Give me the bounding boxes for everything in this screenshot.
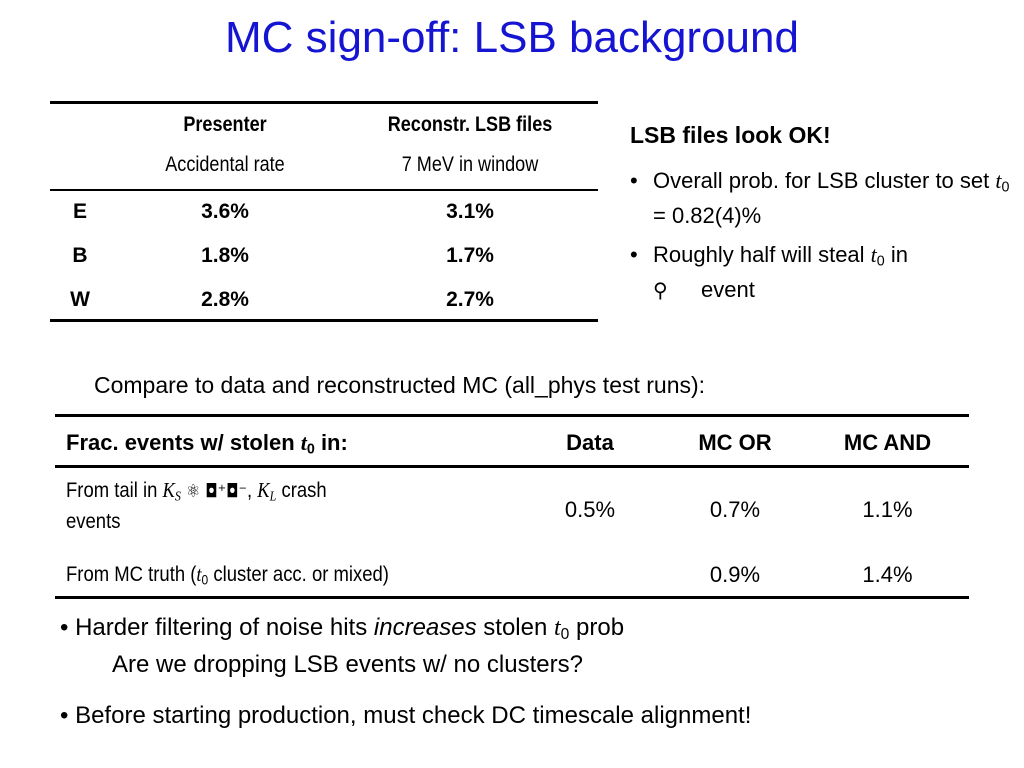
table1-row-label: E	[72, 200, 87, 223]
table1-row-reconstr: 1.7%	[446, 244, 494, 267]
right-panel-bullet-2: • Roughly half will steal t0 in ⚲ event	[630, 242, 908, 302]
phi-symbol-icon: ⚲	[653, 277, 668, 302]
table2-row1-data: 0.5%	[564, 497, 616, 522]
table2-col-mcor: MC OR	[698, 430, 772, 455]
bottom-bullet-1-line2: Are we dropping LSB events w/ no cluster…	[112, 651, 583, 678]
table2-header-rule	[55, 465, 969, 468]
bullet-dot: •	[60, 614, 76, 641]
table2-col-mcand: MC AND	[843, 430, 932, 455]
table1-col1-sub: Accidental rate	[165, 153, 285, 176]
table1-col2-sub: 7 MeV in window	[401, 153, 539, 176]
table1-row-reconstr: 2.7%	[446, 288, 494, 311]
right-panel-bullet-1: • Overall prob. for LSB cluster to set t…	[630, 168, 1010, 228]
table2-row1-mcand: 1.1%	[862, 497, 913, 522]
table2-bottom-rule	[55, 596, 969, 599]
bullet-dot: •	[630, 242, 638, 267]
table1-row-presenter: 3.6%	[201, 200, 249, 223]
table2-row2-label: From MC truth (t0 cluster acc. or mixed)	[66, 562, 389, 588]
table2-row2-mcand: 1.4%	[862, 562, 913, 587]
table1-row-label: B	[72, 244, 88, 267]
table1-col1-header: Presenter	[183, 113, 267, 136]
page-title: MC sign-off: LSB background	[225, 13, 799, 62]
table1-row-reconstr: 3.1%	[446, 200, 494, 223]
decay-glyphs-icon: ⚛ ◘⁺◘⁻	[186, 481, 248, 502]
table1-bottom-rule	[50, 319, 598, 322]
bullet-dot: •	[630, 168, 638, 193]
table1-row-label: W	[70, 288, 90, 311]
bottom-bullet-1: • Harder filtering of noise hits increas…	[60, 614, 625, 643]
bullet-dot: •	[60, 702, 76, 729]
table2-row2-mcor: 0.9%	[709, 562, 761, 587]
compare-caption: Compare to data and reconstructed MC (al…	[94, 372, 706, 398]
table2-row1-mcor: 0.7%	[709, 497, 761, 522]
bottom-bullet-2: • Before starting production, must check…	[60, 702, 752, 729]
table2-row1-label: From tail in KS ⚛ ◘⁺◘⁻, KL crash events	[66, 478, 327, 534]
table1-header-rule	[50, 189, 598, 191]
right-panel-title: LSB files look OK!	[630, 122, 831, 148]
table1-col2-header: Reconstr. LSB files	[387, 113, 553, 136]
table1-row-presenter: 1.8%	[201, 244, 249, 267]
table2-col-data: Data	[566, 430, 614, 455]
table1-top-rule	[50, 101, 598, 104]
table2-top-rule	[55, 414, 969, 417]
table2-header-label: Frac. events w/ stolen t0 in:	[66, 430, 348, 458]
table1-row-presenter: 2.8%	[201, 288, 249, 311]
